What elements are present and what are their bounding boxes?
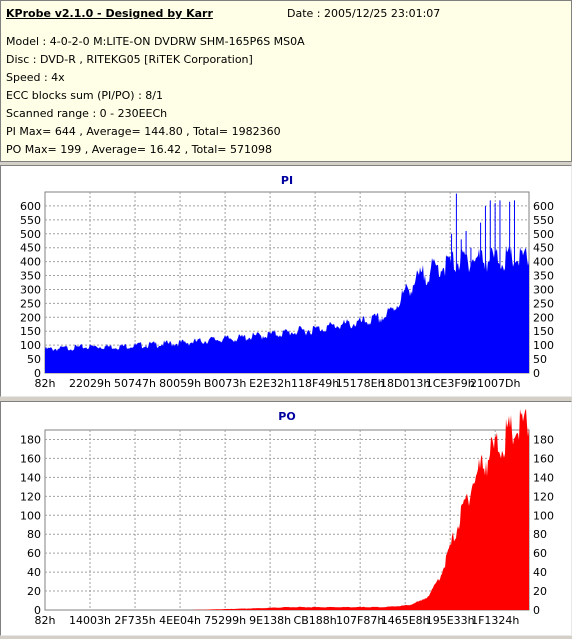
pi-x-tick: 80059h (159, 377, 201, 390)
pi-y-tick-right: 100 (533, 339, 554, 352)
pi-y-tick-right: 50 (533, 353, 547, 366)
pi-chart-title: PI (281, 174, 293, 187)
pi-x-tick: E2E32h (249, 377, 291, 390)
pi-y-tick-right: 250 (533, 297, 554, 310)
po-y-tick-right: 100 (533, 509, 554, 522)
pi-y-tick-right: 450 (533, 242, 554, 255)
pi-y-tick-right: 500 (533, 228, 554, 241)
pi-y-tick-left: 350 (20, 270, 41, 283)
po-chart: PO 0 0 20 20 40 40 60 60 80 80 100 100 120 120 140 140 16… (20, 408, 554, 627)
pi-y-tick-left: 250 (20, 297, 41, 310)
pi-chart-panel: PI 0 0 50 50 100 100 150 150 200 200 250 250 300 300 35… (0, 165, 572, 397)
pi-x-tick: B0073h (204, 377, 247, 390)
pi-y-tick-left: 200 (20, 311, 41, 324)
pi-y-tick-left: 150 (20, 325, 41, 338)
po-x-tick: 1F1324h (471, 614, 519, 627)
po-chart-title: PO (278, 410, 295, 423)
po-x-tick: 75299h (204, 614, 246, 627)
pi-y-tick-left: 400 (20, 256, 41, 269)
po-x-tick: 1465E8h (381, 614, 430, 627)
pi-y-tick-left: 300 (20, 283, 41, 296)
pi-y-tick-left: 450 (20, 242, 41, 255)
po-y-tick-left: 20 (27, 585, 41, 598)
po-x-tick: 195E33h (426, 614, 475, 627)
po-y-tick-right: 180 (533, 433, 554, 446)
po-y-tick-left: 60 (27, 547, 41, 560)
po-y-tick-right: 60 (533, 547, 547, 560)
pi-x-tick: 1CE3F9h (426, 377, 475, 390)
pi-x-tick: 15178Eh (336, 377, 385, 390)
po-y-tick-right: 140 (533, 471, 554, 484)
scanned-range: Scanned range : 0 - 230EECh (6, 107, 168, 120)
po-y-tick-left: 100 (20, 509, 41, 522)
pi-y-tick-right: 350 (533, 270, 554, 283)
pi-y-tick-right: 550 (533, 214, 554, 227)
pi-y-tick-left: 50 (27, 353, 41, 366)
pi-y-tick-left: 550 (20, 214, 41, 227)
po-y-tick-right: 0 (533, 604, 540, 617)
app-title: KProbe v2.1.0 - Designed by Karr (6, 7, 213, 20)
pi-y-tick-left: 100 (20, 339, 41, 352)
po-x-tick: 4EE04h (159, 614, 201, 627)
po-stats: PO Max= 199 , Average= 16.42 , Total= 57… (6, 143, 272, 156)
pi-x-tick: 118F49h (291, 377, 339, 390)
po-y-tick-left: 120 (20, 490, 41, 503)
po-y-tick-right: 160 (533, 452, 554, 465)
pi-x-tick: 21007Dh (470, 377, 520, 390)
drive-model: Model : 4-0-2-0 M:LITE-ON DVDRW SHM-165P… (6, 35, 305, 48)
po-x-tick: 82h (35, 614, 56, 627)
po-series-area (45, 408, 529, 610)
ecc-blocks: ECC blocks sum (PI/PO) : 8/1 (6, 89, 163, 102)
pi-y-tick-right: 300 (533, 283, 554, 296)
po-y-tick-left: 160 (20, 452, 41, 465)
pi-x-tick: 18D013h (380, 377, 430, 390)
po-y-tick-right: 80 (533, 528, 547, 541)
pi-y-tick-right: 400 (533, 256, 554, 269)
po-y-tick-left: 140 (20, 471, 41, 484)
po-x-tick: 9E138h (249, 614, 291, 627)
po-x-tick: 2F735h (114, 614, 155, 627)
po-chart-panel: PO 0 0 20 20 40 40 60 60 80 80 100 100 120 120 140 140 16… (0, 401, 572, 636)
po-y-tick-left: 0 (34, 604, 41, 617)
pi-y-tick-right: 0 (533, 367, 540, 380)
scan-speed: Speed : 4x (6, 71, 65, 84)
po-y-tick-right: 20 (533, 585, 547, 598)
scan-date: Date : 2005/12/25 23:01:07 (287, 7, 441, 20)
pi-y-tick-right: 150 (533, 325, 554, 338)
po-x-tick: 107F87h (336, 614, 384, 627)
pi-x-tick: 82h (35, 377, 56, 390)
po-y-tick-left: 180 (20, 433, 41, 446)
pi-series-area (45, 245, 529, 373)
pi-x-tick: 22029h (69, 377, 111, 390)
po-y-tick-right: 120 (533, 490, 554, 503)
pi-y-tick-right: 600 (533, 200, 554, 213)
pi-y-tick-left: 0 (34, 367, 41, 380)
pi-y-tick-left: 600 (20, 200, 41, 213)
po-x-tick: 14003h (69, 614, 111, 627)
po-x-tick: CB188h (294, 614, 337, 627)
po-y-tick-left: 80 (27, 528, 41, 541)
disc-info-panel: KProbe v2.1.0 - Designed by Karr Date : … (0, 0, 572, 162)
po-y-tick-right: 40 (533, 566, 547, 579)
disc-type: Disc : DVD-R , RITEKG05 [RiTEK Corporati… (6, 53, 253, 66)
pi-stats: PI Max= 644 , Average= 144.80 , Total= 1… (6, 125, 281, 138)
pi-x-tick: 50747h (114, 377, 156, 390)
po-y-tick-left: 40 (27, 566, 41, 579)
pi-y-tick-left: 500 (20, 228, 41, 241)
pi-y-tick-right: 200 (533, 311, 554, 324)
